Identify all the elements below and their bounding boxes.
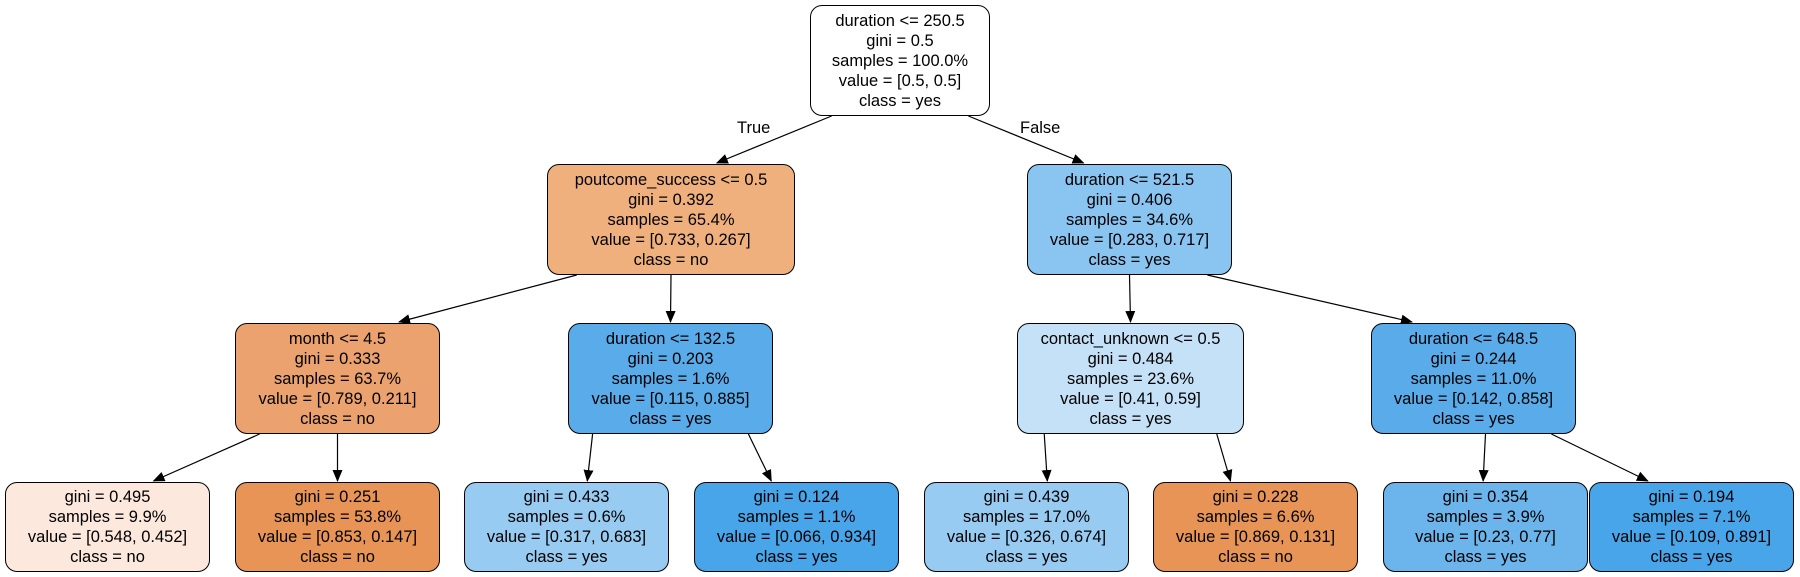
tree-node-n13: gini = 0.354 samples = 3.9% value = [0.23,… — [1383, 482, 1588, 572]
node-line: samples = 17.0% — [962, 508, 1091, 526]
node-line: value = [0.142, 0.858] — [1393, 389, 1554, 408]
node-line: class = yes — [1432, 409, 1515, 428]
node-line: value = [0.869, 0.131] — [1175, 528, 1336, 546]
node-line: gini = 0.333 — [294, 349, 381, 368]
node-line: value = [0.326, 0.674] — [946, 528, 1107, 546]
node-line: gini = 0.244 — [1430, 349, 1517, 368]
node-line: samples = 34.6% — [1065, 210, 1194, 229]
node-line: class = yes — [1089, 409, 1172, 428]
node-line: value = [0.548, 0.452] — [27, 528, 188, 546]
edge-n5-n12 — [1216, 433, 1233, 482]
node-line: month <= 4.5 — [288, 329, 387, 348]
node-line: samples = 63.7% — [273, 369, 402, 388]
node-line: samples = 1.6% — [611, 369, 730, 388]
node-line: duration <= 132.5 — [605, 329, 736, 348]
tree-node-n1: poutcome_success <= 0.5 gini = 0.392 sampl… — [547, 164, 795, 275]
edge-n4-n10 — [747, 433, 772, 482]
node-line: duration <= 648.5 — [1408, 329, 1539, 348]
tree-node-n4: duration <= 132.5 gini = 0.203 samples = 1… — [568, 323, 773, 434]
node-line: value = [0.41, 0.59] — [1060, 389, 1201, 408]
node-line: value = [0.115, 0.885] — [591, 389, 750, 408]
tree-node-n7: gini = 0.495 samples = 9.9% value = [0.548… — [5, 482, 210, 572]
edge-label-false: False — [1020, 119, 1061, 137]
edge-n2-n5 — [1125, 274, 1136, 323]
node-line: class = no — [633, 250, 709, 269]
node-line: class = no — [70, 548, 145, 566]
node-line: class = yes — [755, 548, 838, 566]
node-line: gini = 0.354 — [1442, 488, 1529, 506]
edge-n4-n9 — [583, 433, 594, 482]
tree-node-n10: gini = 0.124 samples = 1.1% value = [0.066… — [694, 482, 899, 572]
node-line: class = yes — [985, 548, 1068, 566]
edge-n5-n11 — [1041, 433, 1052, 482]
node-line: samples = 3.9% — [1426, 508, 1545, 526]
edge-n0-n2 — [968, 115, 1085, 164]
node-line: value = [0.066, 0.934] — [716, 528, 877, 546]
node-line: value = [0.853, 0.147] — [257, 528, 418, 546]
node-line: class = no — [1218, 548, 1293, 566]
node-line: gini = 0.203 — [627, 349, 714, 368]
node-line: class = yes — [1088, 250, 1171, 269]
tree-node-n8: gini = 0.251 samples = 53.8% value = [0.85… — [235, 482, 440, 572]
tree-node-n12: gini = 0.228 samples = 6.6% value = [0.869… — [1153, 482, 1358, 572]
edge-n1-n4 — [665, 274, 676, 323]
node-line: gini = 0.406 — [1086, 190, 1173, 209]
node-line: class = yes — [1650, 548, 1733, 566]
node-line: samples = 100.0% — [831, 51, 969, 70]
node-line: value = [0.317, 0.683] — [486, 528, 647, 546]
node-line: samples = 6.6% — [1196, 508, 1315, 526]
edge-n1-n3 — [398, 274, 577, 325]
tree-node-n14: gini = 0.194 samples = 7.1% value = [0.109… — [1589, 482, 1794, 572]
node-line: gini = 0.484 — [1087, 349, 1174, 368]
edge-n0-n1 — [715, 115, 832, 164]
node-line: value = [0.283, 0.717] — [1049, 230, 1210, 249]
node-line: samples = 7.1% — [1632, 508, 1751, 526]
node-line: class = yes — [525, 548, 608, 566]
node-line: samples = 1.1% — [737, 508, 856, 526]
tree-node-n11: gini = 0.439 samples = 17.0% value = [0.32… — [924, 482, 1129, 572]
node-line: gini = 0.392 — [628, 190, 714, 209]
edge-n3-n7 — [152, 433, 260, 482]
node-line: poutcome_success <= 0.5 — [574, 170, 768, 189]
node-line: value = [0.23, 0.77] — [1415, 528, 1556, 546]
node-line: gini = 0.5 — [866, 31, 934, 50]
edge-n6-n13 — [1478, 433, 1489, 482]
node-line: samples = 11.0% — [1410, 369, 1537, 388]
node-line: value = [0.733, 0.267] — [591, 230, 751, 249]
tree-node-n5: contact_unknown <= 0.5 gini = 0.484 sample… — [1017, 323, 1244, 434]
node-line: gini = 0.228 — [1212, 488, 1299, 506]
node-line: gini = 0.251 — [294, 488, 381, 506]
tree-node-n9: gini = 0.433 samples = 0.6% value = [0.317… — [464, 482, 669, 572]
node-line: samples = 9.9% — [48, 508, 167, 526]
edge-n2-n6 — [1207, 274, 1413, 325]
node-line: samples = 23.6% — [1066, 369, 1195, 388]
node-line: samples = 0.6% — [507, 508, 626, 526]
tree-node-n2: duration <= 521.5 gini = 0.406 samples = 3… — [1027, 164, 1232, 275]
node-line: class = yes — [629, 409, 712, 428]
node-line: class = no — [300, 548, 375, 566]
node-line: contact_unknown <= 0.5 — [1040, 329, 1221, 348]
tree-node-n6: duration <= 648.5 gini = 0.244 samples = 1… — [1371, 323, 1576, 434]
node-line: gini = 0.433 — [523, 488, 610, 506]
node-line: class = yes — [1444, 548, 1527, 566]
node-line: gini = 0.124 — [753, 488, 840, 506]
edge-label-true: True — [737, 119, 771, 137]
node-line: gini = 0.495 — [64, 488, 151, 506]
node-line: class = no — [300, 409, 375, 428]
node-line: class = yes — [858, 91, 942, 110]
node-line: samples = 65.4% — [607, 210, 735, 229]
edge-n6-n14 — [1551, 433, 1649, 482]
node-line: gini = 0.194 — [1648, 488, 1735, 506]
node-line: duration <= 250.5 — [835, 11, 965, 30]
node-line: gini = 0.439 — [983, 488, 1070, 506]
node-line: duration <= 521.5 — [1064, 170, 1195, 189]
tree-node-n0: duration <= 250.5 gini = 0.5 samples = 100… — [810, 5, 990, 116]
node-line: samples = 53.8% — [273, 508, 402, 526]
node-line: value = [0.789, 0.211] — [258, 389, 417, 408]
tree-node-n3: month <= 4.5 gini = 0.333 samples = 63.7% v… — [235, 323, 440, 434]
node-line: value = [0.109, 0.891] — [1611, 528, 1772, 546]
node-line: value = [0.5, 0.5] — [838, 71, 962, 90]
